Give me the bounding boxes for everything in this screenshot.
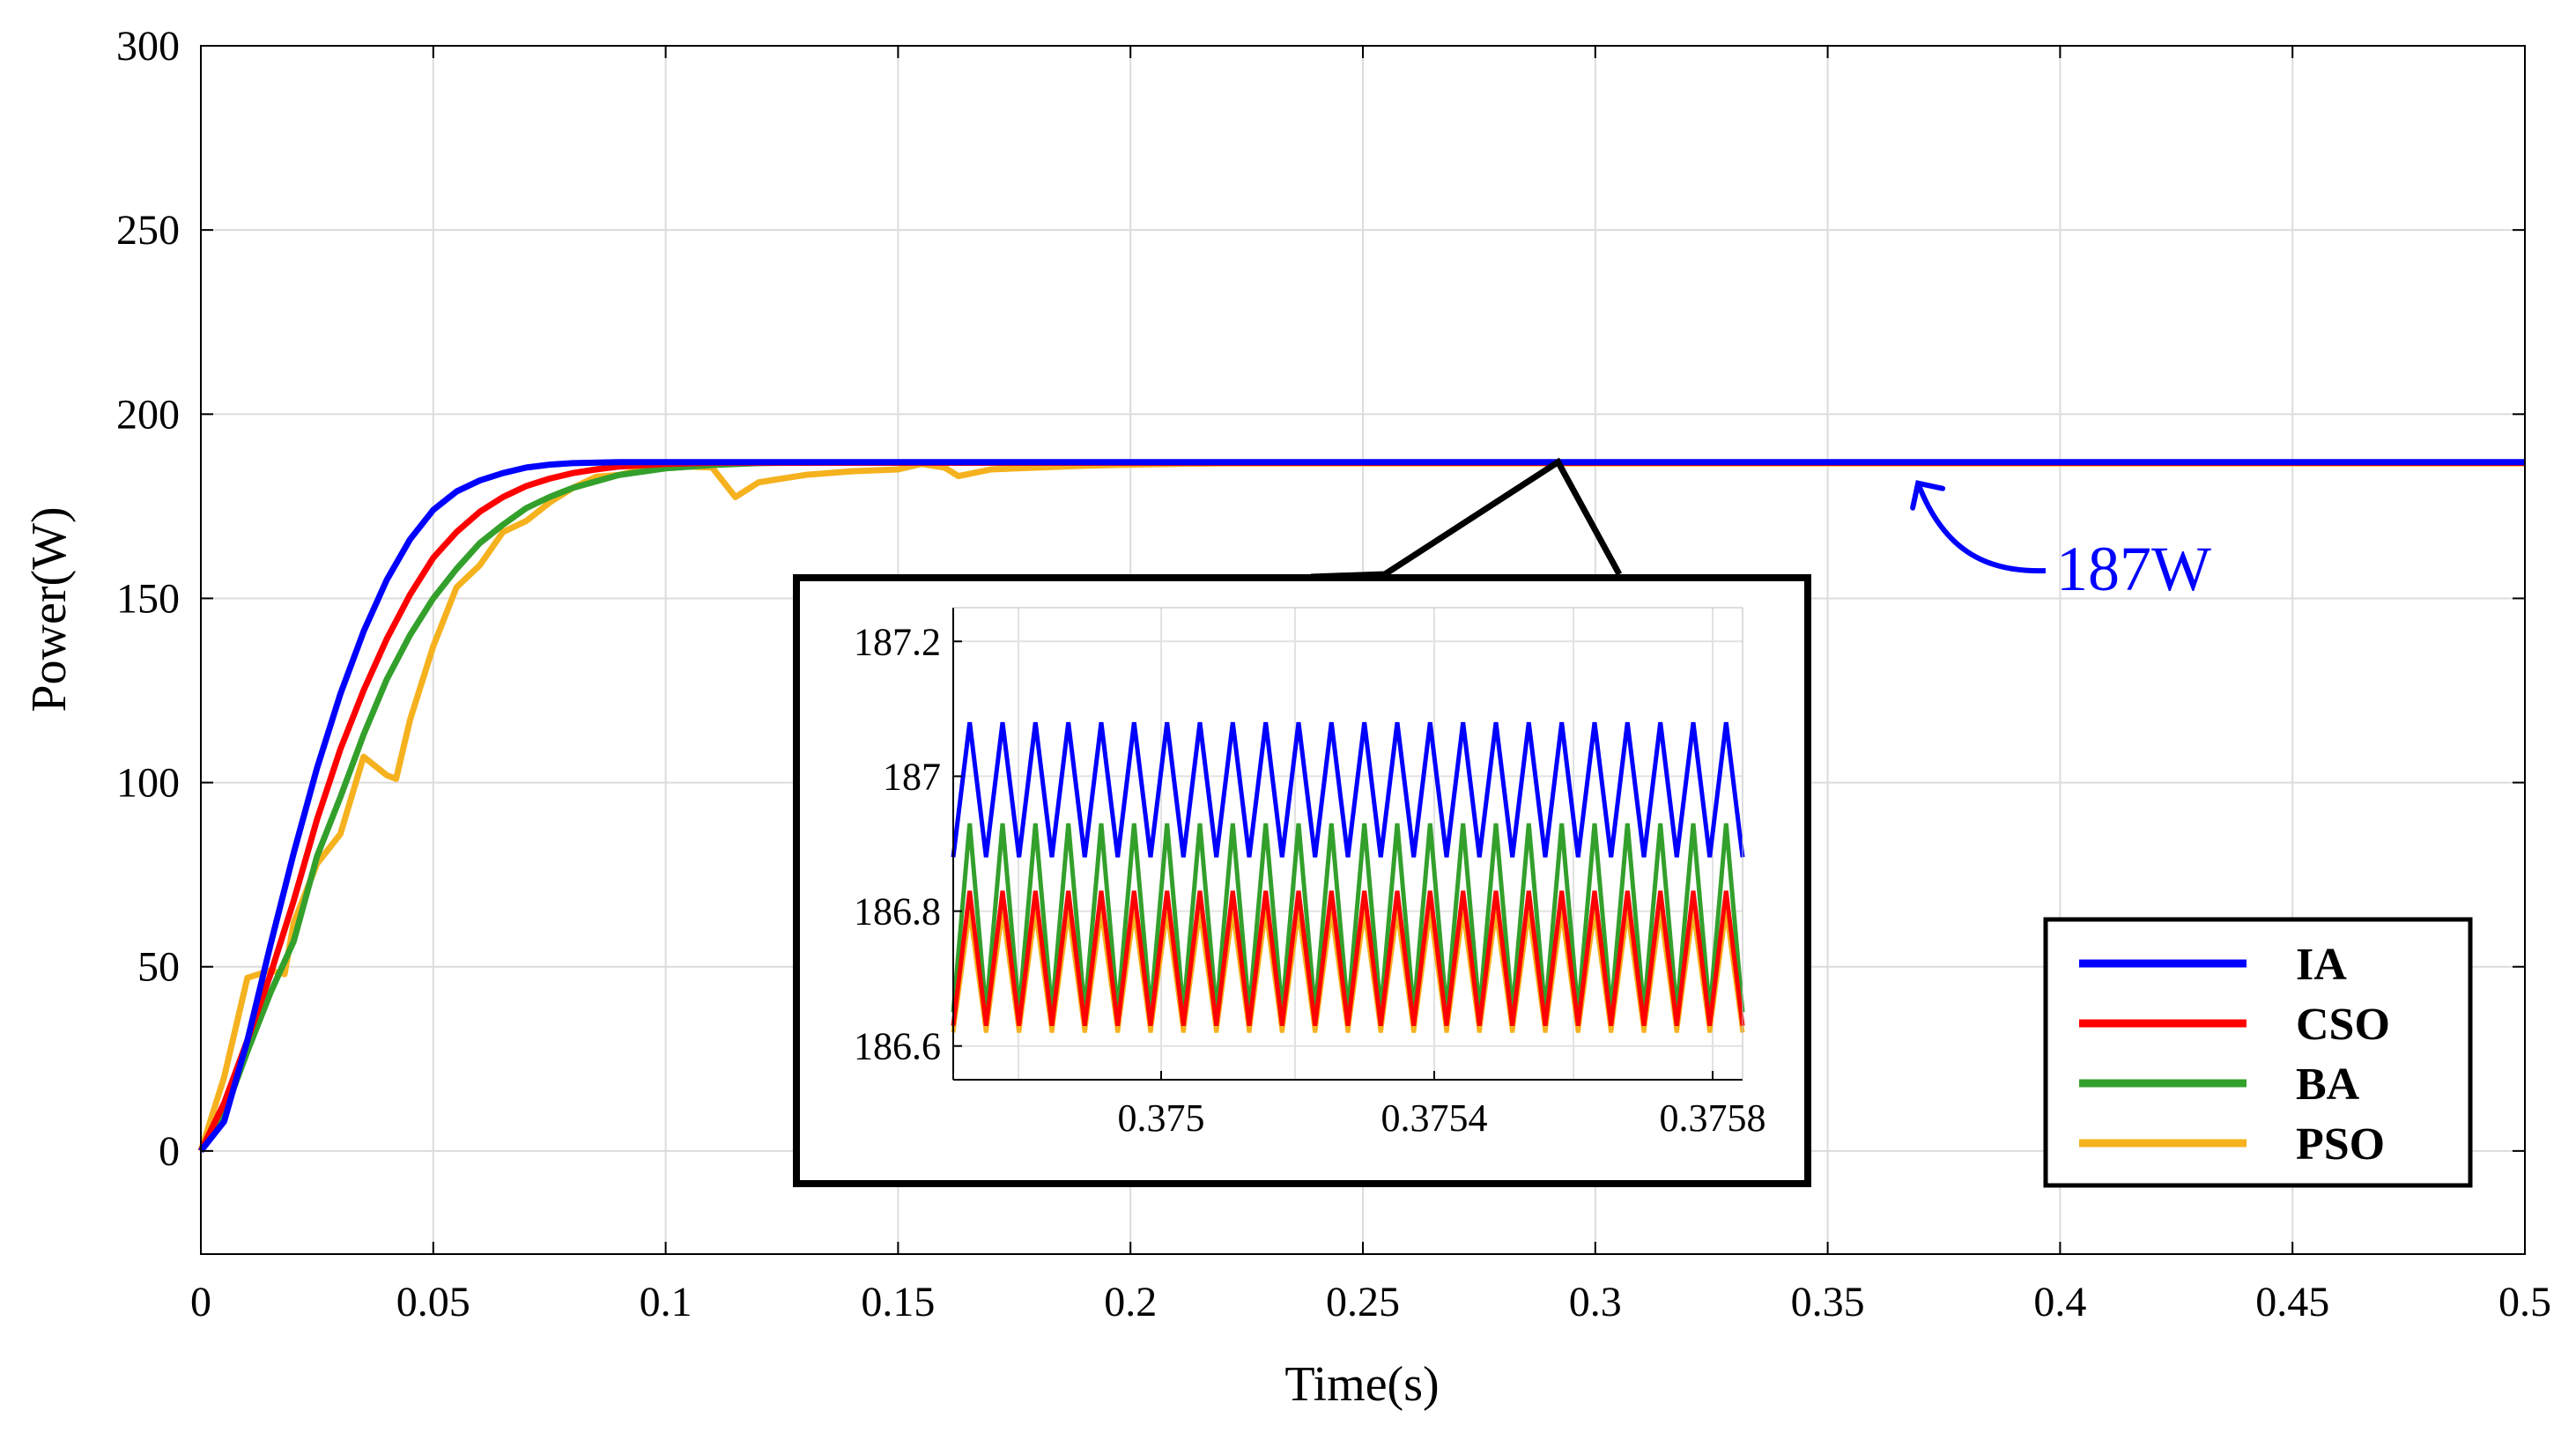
legend-label-cso: CSO: [2296, 1000, 2390, 1050]
legend-label-ba: BA: [2296, 1059, 2360, 1110]
inset-y-tick-label: 186.8: [854, 890, 941, 934]
annotation-label: 187W: [2056, 534, 2211, 604]
x-tick-label: 0.15: [861, 1279, 935, 1325]
series-line-ia: [198, 459, 2525, 1154]
zoom-inset: 187.2 187 186.8 186.6 0.375 0.3754 0.3758: [793, 457, 1811, 1187]
y-tick-label: 150: [116, 575, 180, 622]
x-tick-label: 0.5: [2498, 1279, 2551, 1325]
y-tick-label: 200: [116, 391, 180, 438]
inset-x-tick-label: 0.3758: [1660, 1096, 1766, 1140]
y-tick-label: 300: [116, 23, 180, 70]
x-tick-label: 0.25: [1326, 1279, 1400, 1325]
inset-x-tick-label: 0.3754: [1381, 1096, 1488, 1140]
y-tick-label: 250: [116, 207, 180, 254]
x-tick-label: 0.3: [1569, 1279, 1622, 1325]
y-axis-title: Power(W): [22, 506, 77, 712]
inset-band-ia: [951, 721, 1745, 858]
inset-band-pso: [951, 911, 1745, 1033]
inset-y-tick-label: 187: [883, 755, 941, 798]
x-tick-label: 0.45: [2255, 1279, 2329, 1325]
series-line-cso: [197, 460, 2525, 1153]
annotation-arrowhead: [1910, 480, 1946, 511]
legend-label-ia: IA: [2296, 940, 2347, 990]
y-tick-label: 0: [159, 1128, 180, 1175]
y-tick-label: 100: [116, 760, 180, 807]
axis-ticks: 0 0.05 0.1 0.15 0.2 0.25 0.3 0.35 0.4 0.45 0.5 0 50 1…: [116, 23, 2551, 1325]
x-tick-label: 0.35: [1791, 1279, 1865, 1325]
inset-y-tick-label: 186.6: [854, 1025, 941, 1068]
x-tick-label: 0.1: [640, 1279, 692, 1325]
x-tick-label: 0.2: [1104, 1279, 1157, 1325]
x-tick-label: 0.4: [2033, 1279, 2086, 1325]
annotation-187w: 187W: [1910, 480, 2211, 604]
inset-x-tick-label: 0.375: [1118, 1096, 1205, 1140]
x-tick-label: 0.05: [396, 1279, 470, 1325]
inset-y-tick-label: 187.2: [854, 620, 941, 663]
series-line-ba: [198, 459, 2525, 1153]
legend-label-pso: PSO: [2296, 1119, 2385, 1170]
y-tick-label: 50: [137, 944, 180, 991]
inset-band-cso: [951, 890, 1745, 1027]
annotation-arrow: [1915, 482, 2047, 574]
x-axis-title: Time(s): [1284, 1357, 1439, 1412]
x-tick-label: 0: [190, 1279, 211, 1325]
series-layer: [197, 459, 2525, 1154]
legend: IA CSO BA PSO: [2043, 917, 2473, 1188]
